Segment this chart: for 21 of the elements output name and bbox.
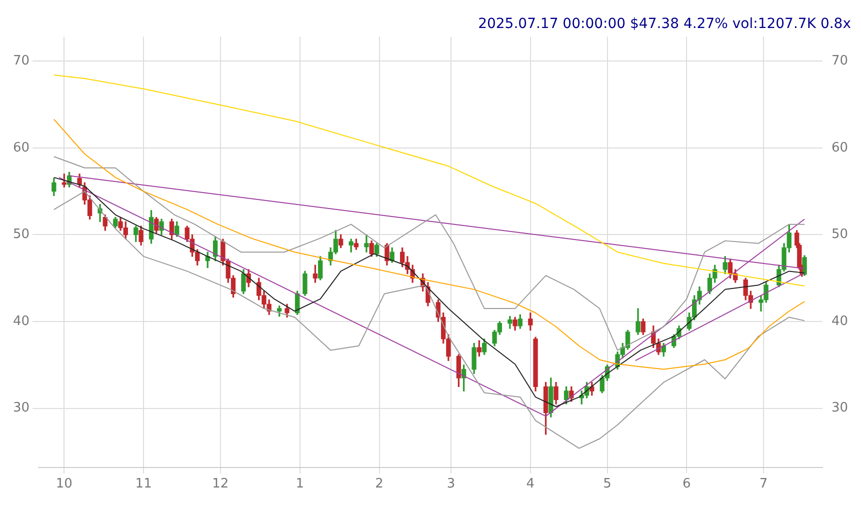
- y-tick-label: 70: [12, 53, 30, 68]
- x-tick-label: 5: [603, 476, 612, 492]
- x-tick-label: 4: [526, 476, 535, 492]
- y2-tick-label: 70: [831, 53, 848, 68]
- chart-title: 2025.07.17 00:00:00 $47.38 4.27% vol:1207.7K 0.8x: [478, 16, 851, 32]
- x-tick-label: 10: [56, 476, 72, 492]
- y-tick-label: 50: [12, 227, 30, 242]
- y2-tick-label: 60: [831, 140, 848, 156]
- y-tick-label: 40: [12, 314, 30, 329]
- x-tick-label: 1: [296, 476, 304, 492]
- x-tick-label: 6: [682, 476, 691, 492]
- x-tick-label: 7: [759, 476, 768, 492]
- y-tick-label: 30: [12, 400, 30, 416]
- x-tick-label: 12: [212, 476, 229, 492]
- x-tick-label: 11: [135, 476, 152, 492]
- y-tick-label: 60: [12, 140, 30, 156]
- y2-tick-label: 40: [831, 314, 848, 329]
- y2-tick-label: 50: [831, 227, 848, 242]
- y2-tick-label: 30: [831, 400, 848, 416]
- x-tick-label: 2: [375, 476, 384, 492]
- x-tick-label: 3: [446, 476, 456, 492]
